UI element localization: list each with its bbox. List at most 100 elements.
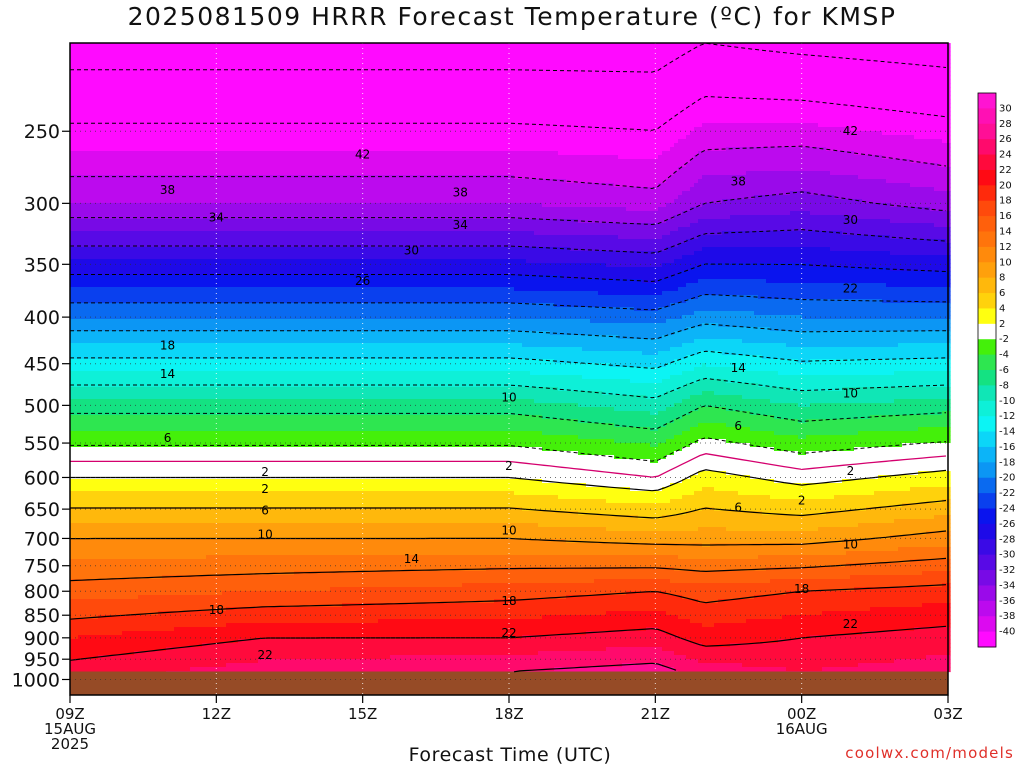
field-cell xyxy=(154,167,159,172)
field-cell xyxy=(190,543,195,548)
field-cell xyxy=(146,407,151,412)
field-cell xyxy=(86,447,91,452)
field-cell xyxy=(194,303,199,308)
field-cell xyxy=(186,575,191,580)
field-cell xyxy=(118,467,123,472)
field-cell xyxy=(94,415,99,420)
field-cell xyxy=(162,667,167,672)
field-cell xyxy=(106,563,111,568)
field-cell xyxy=(110,75,115,80)
field-cell xyxy=(86,259,91,264)
field-cell xyxy=(114,647,119,652)
field-cell xyxy=(94,103,99,108)
field-cell xyxy=(74,83,79,88)
field-cell xyxy=(146,167,151,172)
field-cell xyxy=(98,395,103,400)
field-cell xyxy=(122,407,127,412)
field-cell xyxy=(110,451,115,456)
field-cell xyxy=(150,375,155,380)
field-cell xyxy=(174,275,179,280)
field-cell xyxy=(74,299,79,304)
field-cell xyxy=(106,631,111,636)
field-cell xyxy=(82,531,87,536)
field-cell xyxy=(114,339,119,344)
field-cell xyxy=(186,103,191,108)
field-cell xyxy=(150,567,155,572)
field-cell xyxy=(162,399,167,404)
field-cell xyxy=(94,515,99,520)
field-cell xyxy=(118,279,123,284)
field-cell xyxy=(78,479,83,484)
field-cell xyxy=(134,503,139,508)
field-cell xyxy=(118,635,123,640)
field-cell xyxy=(162,343,167,348)
field-cell xyxy=(174,271,179,276)
field-cell xyxy=(146,263,151,268)
field-cell xyxy=(138,187,143,192)
field-cell xyxy=(70,647,75,652)
field-cell xyxy=(114,203,119,208)
field-cell xyxy=(70,467,75,472)
field-cell xyxy=(178,131,183,136)
field-cell xyxy=(86,499,91,504)
field-cell xyxy=(90,551,95,556)
field-cell xyxy=(70,51,75,56)
field-cell xyxy=(174,231,179,236)
field-cell xyxy=(130,499,135,504)
field-cell xyxy=(110,651,115,656)
field-cell xyxy=(138,123,143,128)
field-cell xyxy=(138,259,143,264)
field-cell xyxy=(86,527,91,532)
field-cell xyxy=(166,399,171,404)
field-cell xyxy=(178,627,183,632)
field-cell xyxy=(78,435,83,440)
field-cell xyxy=(126,335,131,340)
field-cell xyxy=(102,491,107,496)
field-cell xyxy=(170,607,175,612)
field-cell xyxy=(162,583,167,588)
field-cell xyxy=(154,143,159,148)
field-cell xyxy=(174,211,179,216)
field-cell xyxy=(106,255,111,260)
field-cell xyxy=(186,543,191,548)
field-cell xyxy=(110,627,115,632)
field-cell xyxy=(174,431,179,436)
field-cell xyxy=(82,291,87,296)
field-cell xyxy=(118,503,123,508)
field-cell xyxy=(118,163,123,168)
field-cell xyxy=(134,311,139,316)
field-cell xyxy=(154,627,159,632)
field-cell xyxy=(94,491,99,496)
field-cell xyxy=(110,191,115,196)
field-cell xyxy=(106,619,111,624)
field-cell xyxy=(166,563,171,568)
field-cell xyxy=(122,587,127,592)
field-cell xyxy=(142,659,147,664)
field-cell xyxy=(74,343,79,348)
field-cell xyxy=(138,667,143,672)
field-cell xyxy=(114,499,119,504)
field-cell xyxy=(142,267,147,272)
field-cell xyxy=(174,47,179,52)
field-cell xyxy=(162,655,167,660)
field-cell xyxy=(146,603,151,608)
field-cell xyxy=(110,335,115,340)
field-cell xyxy=(194,259,199,264)
field-cell xyxy=(138,323,143,328)
field-cell xyxy=(102,251,107,256)
field-cell xyxy=(82,471,87,476)
field-cell xyxy=(134,63,139,68)
field-cell xyxy=(142,103,147,108)
field-cell xyxy=(126,247,131,252)
field-cell xyxy=(90,447,95,452)
field-cell xyxy=(134,327,139,332)
field-cell xyxy=(94,395,99,400)
field-cell xyxy=(138,555,143,560)
field-cell xyxy=(86,431,91,436)
field-cell xyxy=(130,187,135,192)
field-cell xyxy=(126,279,131,284)
field-cell xyxy=(114,235,119,240)
field-cell xyxy=(190,643,195,648)
field-cell xyxy=(166,147,171,152)
field-cell xyxy=(166,599,171,604)
